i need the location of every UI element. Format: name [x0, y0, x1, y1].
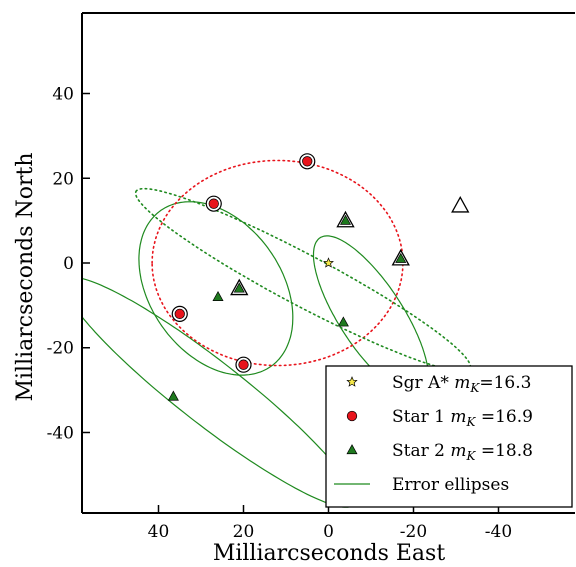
legend-entry-name: Error ellipses — [392, 475, 509, 495]
orbit-star-1 — [151, 159, 404, 367]
y-tick-label: 0 — [63, 254, 74, 274]
axes: 40 20 0 -20 -40 40 20 0 -20 -40 — [47, 12, 575, 542]
legend-circle-icon — [346, 410, 358, 422]
legend-triangle-icon — [346, 444, 358, 455]
orbits-layer — [134, 159, 472, 373]
legend-entry-sub: K — [466, 415, 477, 429]
y-tick-label: 20 — [52, 169, 74, 189]
legend-entry-name: Sgr A* — [392, 373, 454, 393]
x-tick-label: 0 — [323, 522, 334, 542]
legend-entry-mag: m — [454, 373, 470, 393]
legend-entry-name: Star 1 — [392, 407, 450, 427]
star-2-point — [167, 390, 179, 401]
legend-entry-label: Error ellipses — [392, 475, 509, 495]
star-2-point — [339, 214, 352, 225]
legend-entry-value: =18.8 — [475, 441, 533, 461]
y-tick-label: -40 — [47, 423, 74, 443]
legend-entry-sub: K — [469, 381, 480, 395]
sgr-a-point — [323, 257, 334, 268]
x-tick-label: -40 — [485, 522, 512, 542]
legend-entry-mag: m — [450, 441, 466, 461]
star-1-point — [238, 359, 249, 370]
star-1-point — [208, 198, 219, 209]
legend-entry-mag: m — [450, 407, 466, 427]
y-tick-label: 40 — [52, 85, 74, 105]
legend-entry-label: Star 1 mK =16.9 — [392, 407, 533, 429]
x-tick-label: 20 — [233, 522, 255, 542]
y-tick-label: -20 — [47, 339, 74, 359]
orbit-star-2 — [134, 187, 472, 373]
legend-entry-value: =16.9 — [475, 407, 533, 427]
star-1-point — [302, 156, 313, 167]
open-triangle-marker — [451, 195, 470, 213]
legend-entry-sub: K — [466, 449, 477, 463]
legend-entry-label: Sgr A* mK=16.3 — [392, 373, 531, 395]
data-points-layer — [167, 153, 470, 401]
error-ellipse — [138, 201, 294, 376]
star-1-point — [174, 308, 185, 319]
star-2-point — [233, 282, 245, 293]
legend-entry-name: Star 2 — [392, 441, 450, 461]
star-2-point — [395, 252, 407, 263]
legend-star-icon — [346, 376, 358, 387]
star-2-point — [212, 290, 224, 301]
x-tick-label: 40 — [148, 522, 170, 542]
y-axis-label: Milliarcseconds North — [13, 152, 38, 401]
star-2-point — [337, 316, 349, 327]
error-ellipse — [82, 277, 356, 508]
x-tick-label: -20 — [400, 522, 427, 542]
legend-entry-value: =16.3 — [479, 373, 531, 393]
legend-entry-label: Star 2 mK =18.8 — [392, 441, 533, 463]
x-axis-label: Milliarcseconds East — [213, 541, 446, 566]
